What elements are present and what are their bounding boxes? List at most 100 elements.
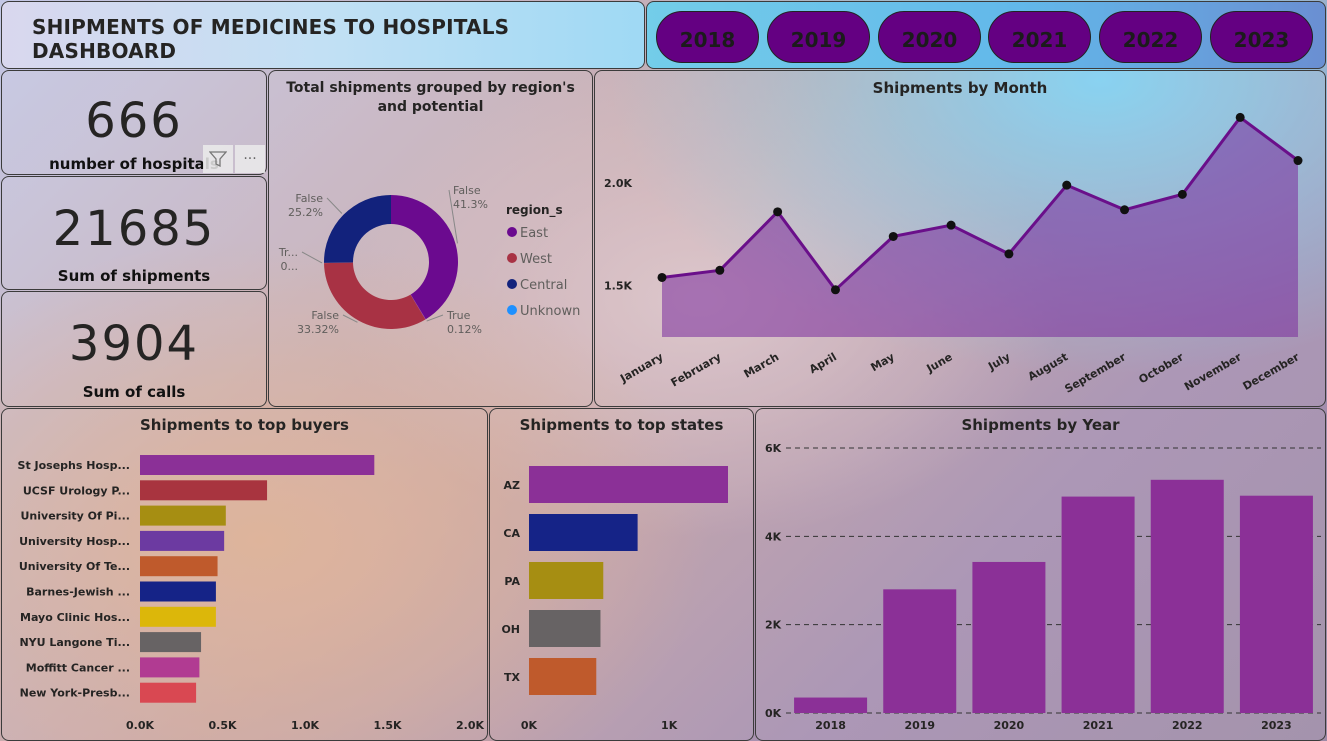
buyer-label-0: St Josephs Hosp... — [18, 459, 130, 472]
buyers-chart-title: Shipments to top buyers — [140, 416, 349, 434]
buyer-bar-5 — [140, 581, 216, 602]
month-point-august — [1062, 180, 1072, 190]
year-x-label-2022: 2022 — [1172, 719, 1203, 732]
legend-marker-unknown — [507, 305, 517, 315]
year-bar-2021 — [1061, 496, 1135, 713]
donut-slice-percent-1: 0.12% — [447, 323, 482, 336]
buyer-bar-3 — [140, 530, 225, 551]
month-x-label-september: September — [1062, 350, 1128, 396]
month-point-december — [1293, 156, 1303, 166]
legend-marker-west — [507, 253, 517, 263]
year-button-2020[interactable]: 2020 — [878, 11, 981, 63]
hospitals-label: number of hospitals — [49, 155, 219, 173]
buyer-bar-7 — [140, 632, 202, 653]
kpi-card-shipments[interactable]: 21685 Sum of shipments — [1, 176, 267, 290]
month-x-label-june: June — [924, 350, 955, 375]
year-button-2021[interactable]: 2021 — [988, 11, 1091, 63]
more-options-icon[interactable]: ··· — [235, 145, 265, 173]
buyer-label-1: UCSF Urology P... — [23, 484, 130, 497]
visual-header-tools: ··· — [203, 145, 265, 173]
year-button-2019[interactable]: 2019 — [767, 11, 870, 63]
state-bar-pa — [529, 562, 604, 599]
legend-marker-east — [507, 227, 517, 237]
month-point-may — [888, 231, 898, 241]
donut-slice-west-3 — [324, 262, 354, 264]
year-y-tick-1: 2K — [765, 619, 782, 632]
donut-slice-label-0: False — [453, 184, 481, 197]
states-x-tick-0: 0K — [521, 719, 538, 732]
state-bar-ca — [529, 514, 638, 551]
month-line — [661, 115, 1299, 293]
year-chart-panel: Shipments by Year 0K 2K 4K 6K 2018 2019 2020 20… — [755, 408, 1326, 741]
month-x-label-november: November — [1182, 350, 1244, 393]
month-x-label-march: March — [742, 350, 782, 380]
year-x-label-2021: 2021 — [1083, 719, 1114, 732]
month-x-label-october: October — [1137, 350, 1187, 386]
year-y-tick-0: 0K — [765, 707, 782, 720]
donut-leader-line-3 — [301, 251, 323, 264]
donut-title: Total shipments grouped by region's and … — [286, 80, 575, 115]
month-point-march — [773, 207, 783, 217]
month-x-label-april: April — [807, 350, 839, 376]
year-chart-title: Shipments by Year — [961, 416, 1120, 434]
month-chart-title: Shipments by Month — [872, 79, 1048, 97]
buyer-bar-9 — [140, 682, 197, 703]
year-slicer: 2018 2019 2020 2021 2022 2023 — [646, 1, 1326, 69]
month-point-april — [830, 285, 840, 295]
donut-slice-percent-0: 41.3% — [453, 198, 488, 211]
buyer-label-2: University Of Pi... — [20, 510, 130, 523]
buyers-chart-panel: Shipments to top buyers St Josephs Hosp.… — [1, 408, 488, 741]
year-button-2022[interactable]: 2022 — [1099, 11, 1202, 63]
region-donut-panel: Total shipments grouped by region's and … — [268, 70, 593, 407]
shipments-label: Sum of shipments — [57, 267, 211, 285]
buyer-bar-8 — [140, 657, 200, 678]
year-button-2018[interactable]: 2018 — [656, 11, 759, 63]
year-x-label-2018: 2018 — [815, 719, 846, 732]
state-bar-tx — [529, 658, 597, 695]
month-point-november — [1235, 112, 1245, 122]
donut-slice-east-0 — [391, 195, 458, 320]
buyer-bar-6 — [140, 606, 216, 627]
buyer-bar-0 — [140, 455, 375, 475]
buyers-x-tick-4: 2.0K — [456, 719, 484, 732]
buyer-label-5: Barnes-Jewish ... — [26, 586, 130, 599]
shipments-value: 21685 — [52, 201, 216, 257]
year-bar-chart: 0K 2K 4K 6K 2018 2019 2020 2021 2022 2023 — [765, 442, 1321, 732]
month-x-label-february: February — [669, 350, 724, 389]
year-bar-2022 — [1150, 479, 1224, 713]
month-area-fill — [662, 117, 1298, 337]
kpi-card-calls[interactable]: 3904 Sum of calls — [1, 291, 267, 407]
buyers-x-tick-3: 1.5K — [373, 719, 401, 732]
month-x-label-may: May — [868, 350, 896, 374]
month-x-label-december: December — [1241, 350, 1302, 393]
year-button-2023[interactable]: 2023 — [1210, 11, 1313, 63]
kpi-card-hospitals[interactable]: 666 number of hospitals — [1, 70, 267, 175]
hospitals-value: 666 — [85, 93, 183, 149]
month-y-tick-0: 1.5K — [604, 280, 632, 293]
state-bar-oh — [529, 610, 601, 647]
donut-leader-line-1 — [426, 314, 444, 322]
donut-slice-label-1: True — [446, 309, 471, 322]
state-label-ca: CA — [503, 527, 520, 540]
buyer-label-8: Moffitt Cancer ... — [26, 661, 130, 674]
states-x-tick-1: 1K — [661, 719, 678, 732]
month-point-january — [657, 272, 667, 282]
states-chart-panel: Shipments to top states AZ CA PA OH TX 0K 1K — [489, 408, 754, 741]
buyer-bar-1 — [140, 480, 268, 501]
donut-slice-east-1 — [410, 294, 426, 320]
donut-slice-label-4: False — [295, 192, 323, 205]
buyer-label-6: Mayo Clinic Hos... — [20, 611, 130, 624]
month-point-june — [946, 220, 956, 230]
month-point-july — [1004, 249, 1014, 259]
donut-slice-percent-2: 33.32% — [297, 323, 339, 336]
filter-icon[interactable] — [203, 145, 233, 173]
legend-label-unknown: Unknown — [520, 304, 580, 319]
month-area-chart: 1.5K 2.0K January February March April May June… — [604, 112, 1303, 396]
month-x-label-july: July — [985, 350, 1012, 373]
donut-leader-line-0 — [448, 189, 458, 244]
buyer-label-3: University Hosp... — [19, 535, 130, 548]
legend-marker-central — [507, 279, 517, 289]
calls-value: 3904 — [68, 316, 200, 372]
donut-leader-line-2 — [342, 314, 358, 323]
year-x-label-2020: 2020 — [994, 719, 1025, 732]
